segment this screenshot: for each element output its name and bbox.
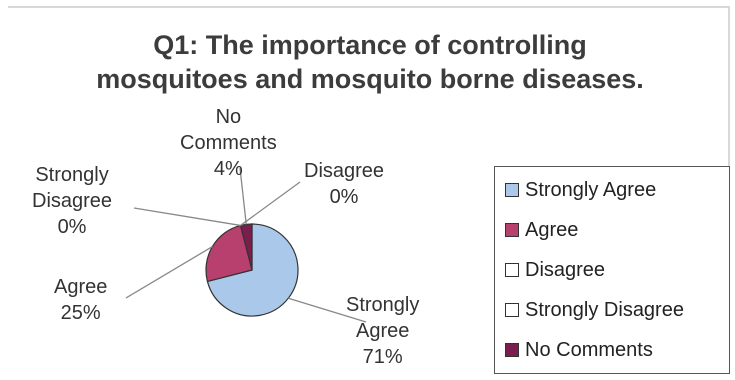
legend-swatch — [505, 303, 519, 317]
slice-agree — [205, 224, 253, 283]
leader-lines — [125, 167, 367, 323]
leader-strongly-disagree — [133, 207, 241, 227]
label-strongly-disagree: Strongly Disagree 0% — [32, 164, 113, 238]
label-agree: Agree 25% — [54, 276, 108, 324]
legend-item-strongly-disagree: Strongly Disagree — [505, 295, 684, 325]
label-no-comments: No Comments 4% — [180, 106, 277, 180]
label-strongly-agree: Strongly Agree 71% — [346, 294, 420, 368]
slice-strongly-agree — [206, 223, 299, 317]
legend-item-agree: Agree — [505, 215, 578, 245]
legend-swatch — [505, 343, 519, 357]
leader-no-comments — [239, 167, 247, 225]
leader-agree — [125, 246, 213, 299]
leader-disagree — [240, 181, 301, 226]
legend-swatch — [505, 263, 519, 277]
legend: Strongly Agree Agree Disagree Strongly D… — [494, 166, 730, 374]
legend-item-strongly-agree: Strongly Agree — [505, 175, 656, 205]
chart-title: Q1: The importance of controlling mosqui… — [96, 30, 644, 94]
legend-swatch — [505, 183, 519, 197]
label-disagree: Disagree 0% — [304, 160, 385, 208]
legend-item-no-comments: No Comments — [505, 335, 653, 365]
legend-item-disagree: Disagree — [505, 255, 605, 285]
leader-strongly-agree — [288, 297, 367, 323]
pie-slices — [205, 223, 299, 317]
legend-swatch — [505, 223, 519, 237]
